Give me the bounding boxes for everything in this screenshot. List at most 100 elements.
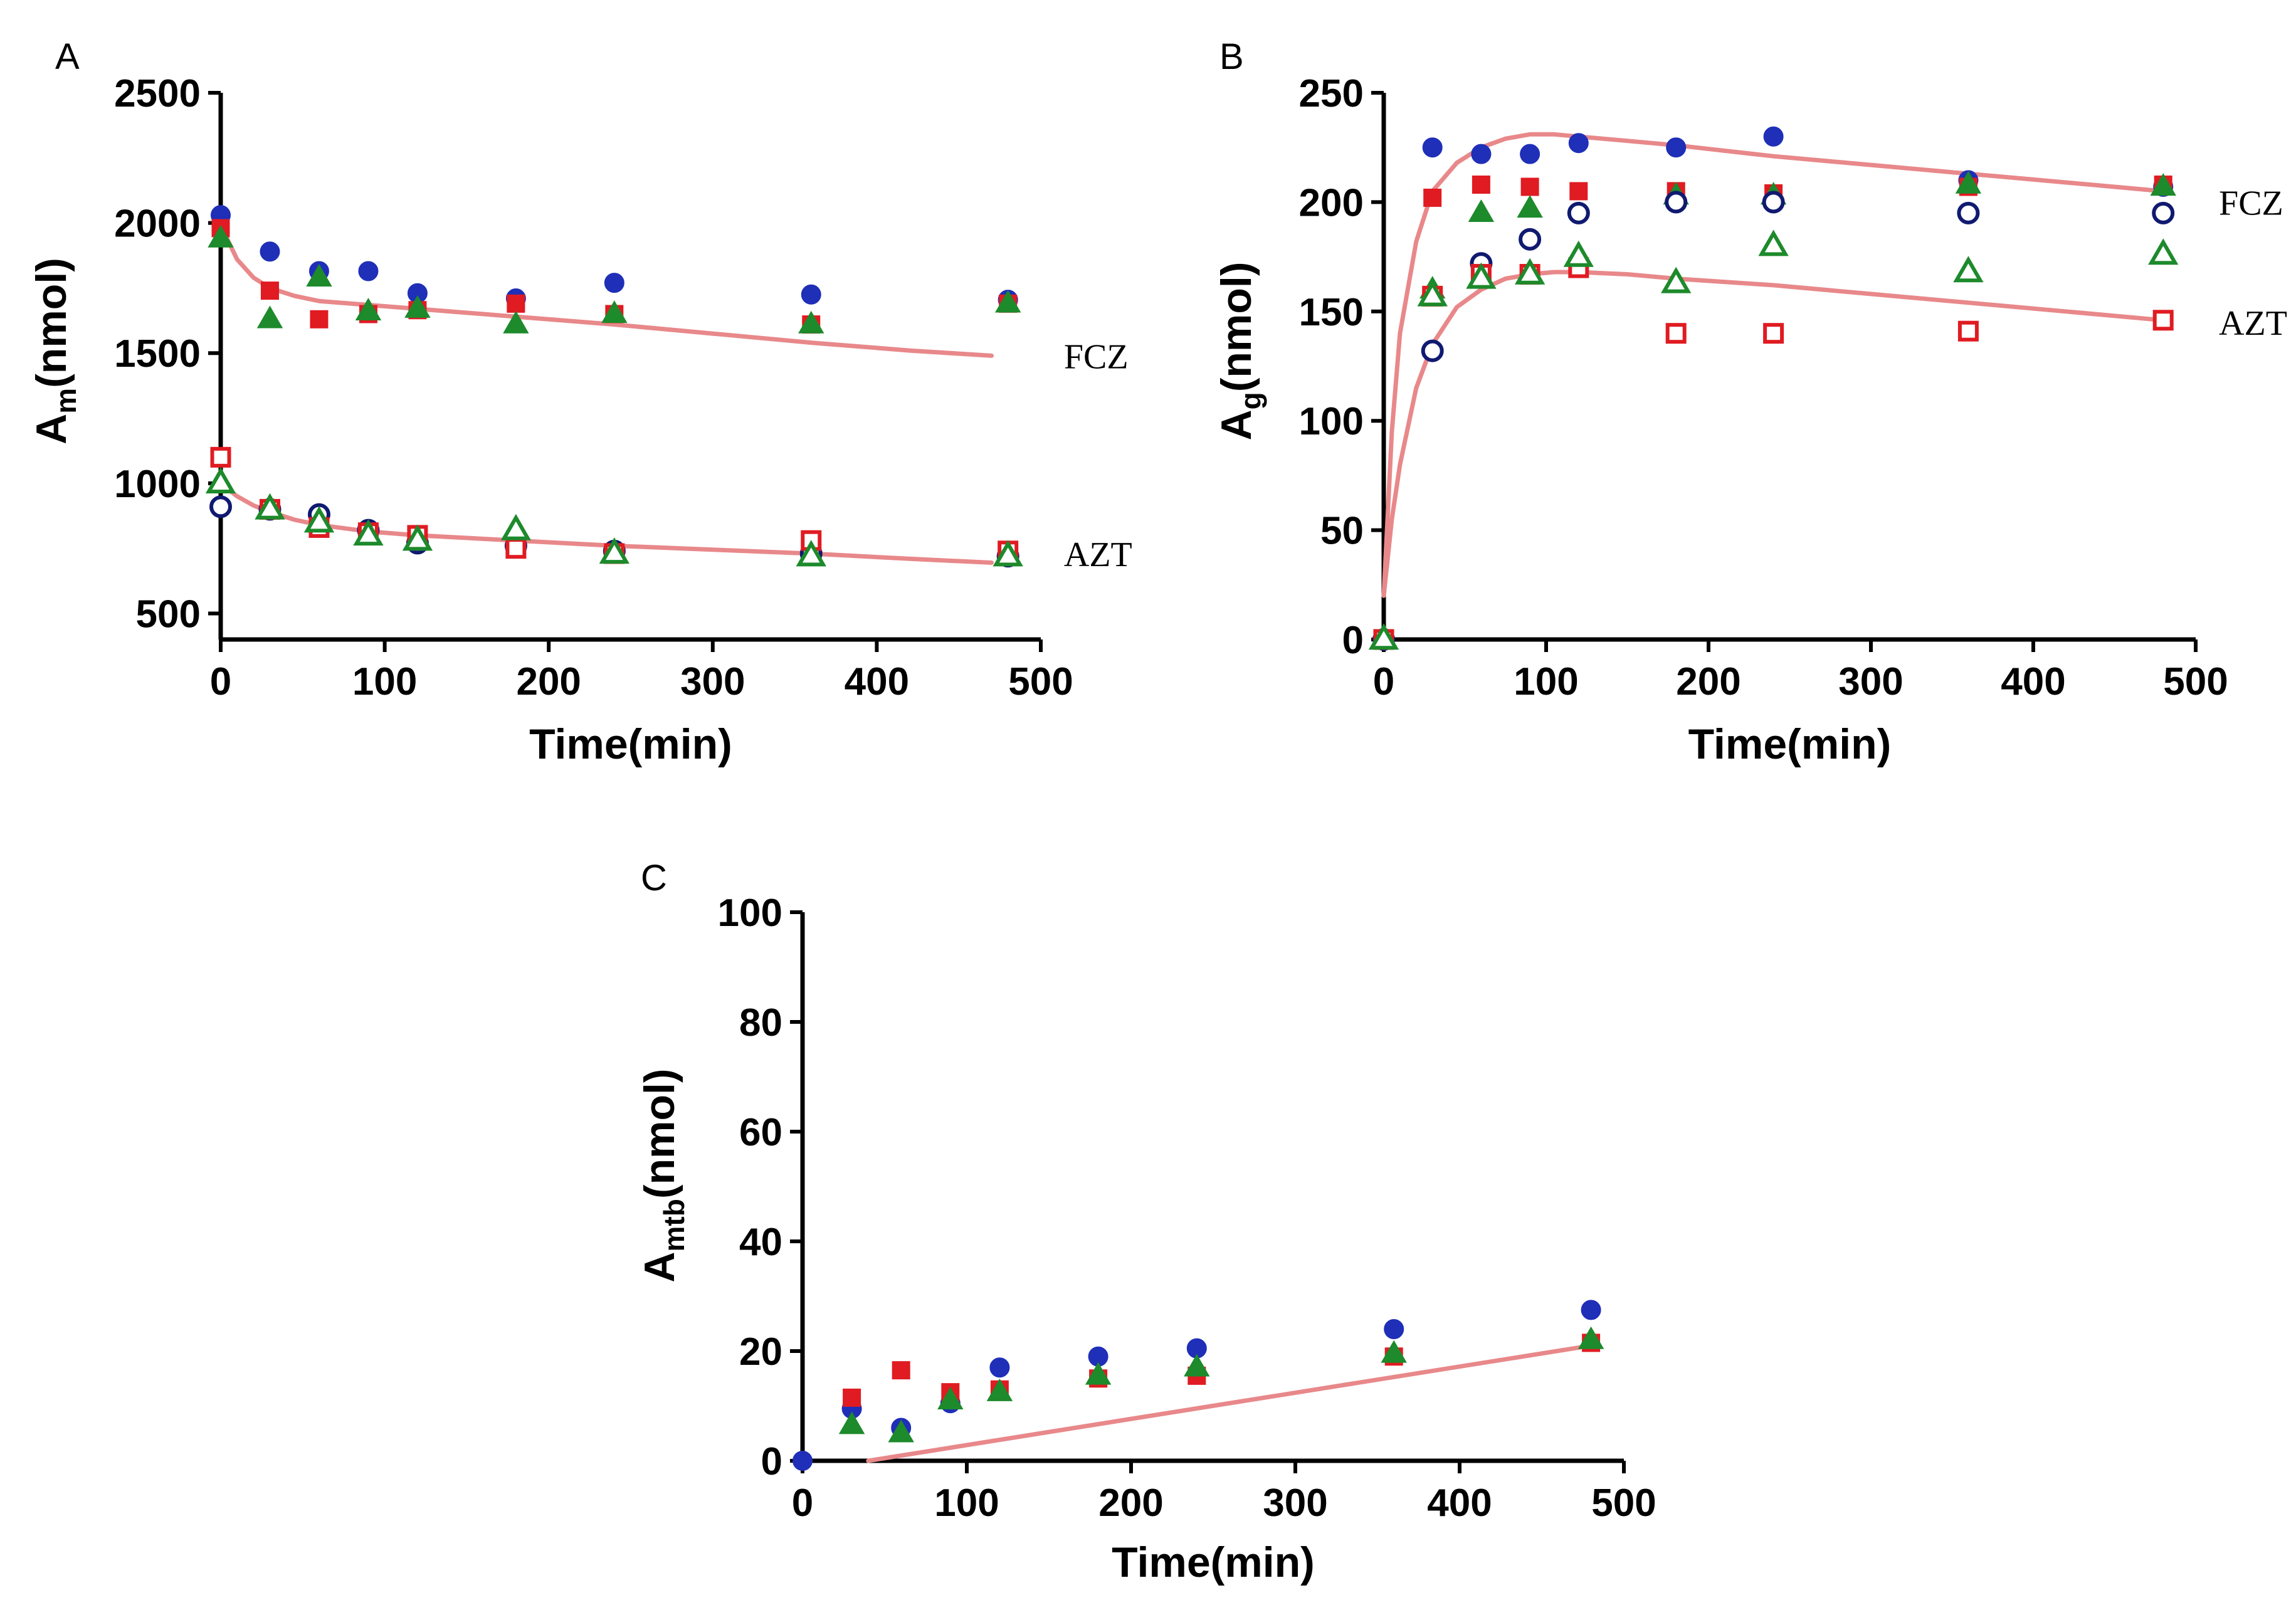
data-point	[355, 297, 382, 320]
data-point	[1665, 191, 1688, 214]
y-tick-label: 100	[1299, 400, 1364, 443]
y-axis-label-sub: mtb	[658, 1199, 690, 1251]
data-point	[1514, 258, 1546, 285]
y-tick-label: 20	[739, 1330, 782, 1374]
data-point	[1368, 623, 1399, 650]
y-axis-label-sub: g	[1235, 392, 1267, 409]
x-axis-label: Time(min)	[529, 720, 732, 768]
annotation-azt: AZT	[2219, 304, 2287, 343]
y-tick-label: 2000	[114, 203, 201, 246]
plot-c: 0 100 200 300 400 500 0 20 40 60 80 100 Time(min) Amt…	[636, 892, 1656, 1586]
data-point	[1763, 323, 1784, 344]
y-tick-label: 40	[739, 1221, 782, 1264]
y-tick-label: 200	[1299, 181, 1364, 224]
y-tick-label: 0	[1342, 619, 1364, 662]
data-point	[1520, 177, 1539, 196]
fit-line-azt-fit	[1381, 270, 2166, 598]
y-tick-label: 250	[1299, 72, 1364, 115]
panel-b: B 0 100 200 300 400 500 0 50 100 150 200 250 Time(mi…	[1213, 36, 2287, 768]
y-axis-label: Am(nmol)	[28, 258, 82, 445]
data-point	[986, 1378, 1013, 1401]
plot-a: 0 100 200 300 400 500 500 1000 1500 2000 2500 Time(…	[28, 72, 1132, 768]
data-point	[1466, 262, 1497, 289]
data-point	[310, 310, 329, 329]
data-point	[1468, 199, 1495, 223]
data-point	[838, 1411, 865, 1434]
data-point	[1472, 175, 1490, 194]
y-tick-label: 1000	[114, 463, 201, 506]
x-axis-label: Time(min)	[1688, 720, 1892, 768]
annotation-fcz: FCZ	[2219, 184, 2283, 223]
data-point	[1519, 228, 1542, 251]
panel-c: C 0 100 200 300 400 500 0 20 40 60 80 100 Time(min) A…	[636, 858, 1656, 1586]
series-azt-green	[1368, 229, 2179, 650]
x-tick-label: 100	[352, 660, 417, 703]
y-tick-label: 60	[739, 1111, 782, 1154]
data-point	[1563, 240, 1594, 267]
y-axis-label: Ag(nmol)	[1213, 262, 1267, 441]
data-point	[1567, 201, 1590, 224]
data-point	[599, 537, 630, 564]
data-point	[358, 261, 379, 281]
data-point	[505, 538, 527, 559]
data-point	[793, 1451, 813, 1471]
fit-line-fcz-fit	[1381, 132, 2166, 598]
data-point	[260, 281, 279, 300]
y-axis-label: Amtb(nmol)	[636, 1068, 690, 1282]
data-point	[1421, 339, 1444, 362]
data-point	[798, 310, 824, 334]
y-axis-label-unit: (nmol)	[28, 258, 75, 388]
data-point	[1422, 137, 1443, 158]
data-point	[353, 519, 384, 546]
data-point	[2150, 173, 2176, 196]
data-point	[503, 310, 529, 334]
data-point	[601, 300, 628, 324]
data-point	[801, 284, 821, 305]
data-point	[1184, 1354, 1210, 1377]
data-point	[2152, 310, 2174, 331]
data-point	[1520, 144, 1540, 164]
data-point	[507, 294, 525, 313]
x-tick-label: 500	[1008, 660, 1073, 703]
x-tick-label: 300	[1838, 660, 1903, 703]
series-azt-red	[1373, 257, 2174, 650]
data-point	[994, 290, 1021, 313]
x-tick-label: 0	[1373, 660, 1394, 703]
x-tick-label: 100	[934, 1481, 999, 1525]
data-point	[1763, 126, 1784, 147]
data-point	[208, 224, 234, 248]
data-point	[1665, 323, 1687, 344]
data-point	[1569, 182, 1588, 201]
series-azt-green	[205, 467, 1023, 567]
data-point	[303, 506, 335, 533]
plot-b: 0 100 200 300 400 500 0 50 100 150 200 250 Time(min)…	[1213, 72, 2287, 768]
x-tick-label: 200	[1676, 660, 1740, 703]
y-axis-label-main: A	[28, 414, 75, 445]
x-tick-label: 100	[1514, 660, 1578, 703]
x-tick-label: 400	[2001, 660, 2065, 703]
y-axis-label-main: A	[1213, 409, 1260, 440]
x-tick-label: 200	[1098, 1481, 1163, 1525]
data-point	[993, 540, 1023, 567]
data-point	[892, 1361, 910, 1380]
x-tick-label: 300	[1263, 1481, 1327, 1525]
panel-label-a: A	[55, 36, 80, 77]
data-point	[2152, 201, 2175, 224]
annotation-azt: AZT	[1064, 535, 1132, 574]
data-point	[1568, 133, 1589, 154]
x-tick-label: 400	[1427, 1481, 1492, 1525]
series-blue	[793, 1300, 1601, 1471]
data-point	[1955, 171, 1982, 194]
series-azt-navy	[1372, 191, 2175, 651]
data-point	[404, 295, 431, 318]
x-axis-label: Time(min)	[1112, 1539, 1315, 1586]
x-tick-label: 300	[680, 660, 745, 703]
data-point	[937, 1386, 964, 1409]
series-red	[843, 1334, 1601, 1407]
data-point	[604, 273, 624, 293]
x-tick-label: 0	[792, 1481, 813, 1525]
panel-label-b: B	[1219, 36, 1244, 77]
series-green	[838, 1326, 1604, 1443]
y-axis-label-unit: (nmol)	[636, 1068, 683, 1199]
x-tick-label: 500	[1591, 1481, 1656, 1525]
